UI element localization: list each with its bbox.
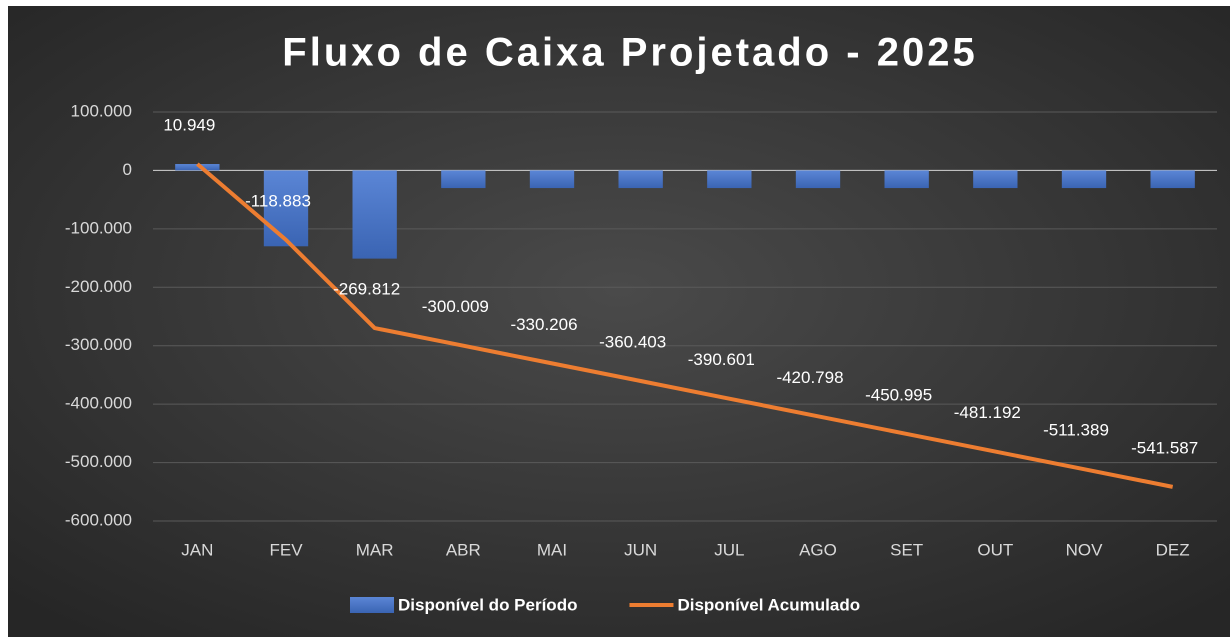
x-tick-label: FEV [269, 540, 303, 559]
data-label: -450.995 [865, 385, 932, 404]
data-label: -481.192 [954, 403, 1021, 422]
data-label: -330.206 [510, 315, 577, 334]
x-tick-label: OUT [977, 540, 1013, 559]
y-tick-label: -600.000 [65, 510, 132, 529]
x-tick-label: ABR [446, 540, 481, 559]
bar [175, 164, 220, 171]
data-label: -300.009 [422, 297, 489, 316]
legend-label: Disponível Acumulado [677, 595, 860, 614]
y-tick-label: 0 [123, 160, 132, 179]
bar [1150, 170, 1195, 189]
legend-swatch [350, 597, 394, 613]
y-tick-label: -500.000 [65, 452, 132, 471]
bar [352, 170, 397, 259]
x-tick-label: DEZ [1156, 540, 1190, 559]
x-tick-label: MAI [537, 540, 567, 559]
bar [441, 170, 486, 189]
data-label: -360.403 [599, 332, 666, 351]
y-tick-label: -100.000 [65, 218, 132, 237]
x-tick-label: AGO [799, 540, 837, 559]
bar [973, 170, 1018, 189]
bar [263, 170, 309, 247]
data-label: -118.883 [245, 191, 311, 210]
chart-background [8, 6, 1230, 637]
bar [1061, 170, 1107, 189]
data-label: 10.949 [163, 116, 215, 135]
x-tick-label: JUN [624, 540, 657, 559]
bar [618, 170, 663, 189]
x-tick-label: NOV [1066, 540, 1104, 559]
bar [529, 170, 575, 189]
data-label: -511.389 [1043, 421, 1109, 440]
line [196, 162, 1174, 489]
data-label: -541.587 [1131, 438, 1198, 457]
bar [884, 170, 929, 189]
data-label: -420.798 [776, 368, 843, 387]
y-tick-label: -300.000 [65, 335, 132, 354]
y-tick-label: -200.000 [65, 277, 132, 296]
bar [707, 170, 752, 189]
data-label: -390.601 [688, 350, 755, 369]
x-tick-label: SET [890, 540, 923, 559]
y-tick-label: 100.000 [71, 101, 132, 120]
data-label: -269.812 [333, 280, 400, 299]
x-tick-label: JUL [714, 540, 744, 559]
bar [795, 170, 841, 189]
x-tick-label: JAN [181, 540, 213, 559]
chart-title: Fluxo de Caixa Projetado - 2025 [282, 31, 977, 75]
y-tick-label: -400.000 [65, 394, 132, 413]
legend-label: Disponível do Período [398, 595, 577, 614]
x-tick-label: MAR [356, 540, 394, 559]
